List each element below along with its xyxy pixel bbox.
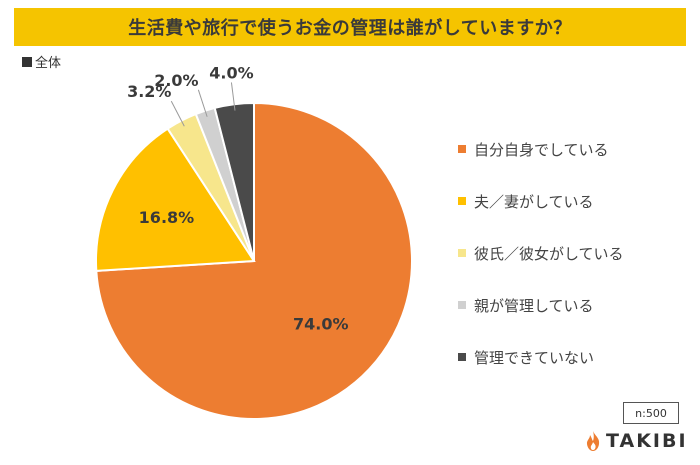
legend-swatch <box>458 301 466 309</box>
legend-swatch <box>458 197 466 205</box>
data-label: 4.0% <box>209 63 253 82</box>
chart-title: 生活費や旅行で使うお金の管理は誰がしていますか？ <box>128 18 572 39</box>
legend-label: 夫／妻がしている <box>474 192 594 211</box>
legend-label: 彼氏／彼女がしている <box>474 244 624 263</box>
data-label: 3.2% <box>127 82 171 101</box>
legend-swatch <box>458 249 466 257</box>
data-label: 16.8% <box>139 208 195 227</box>
subset-label-text: 全体 <box>35 56 62 71</box>
leader-line <box>230 82 236 111</box>
data-label: 2.0% <box>154 71 198 90</box>
takibi-logo: TAKIBI <box>584 430 688 452</box>
legend-item: 夫／妻がしている <box>458 190 624 212</box>
legend-swatch <box>458 145 466 153</box>
subset-label: 全体 <box>22 52 61 71</box>
legend-label: 親が管理している <box>474 296 594 315</box>
legend-label: 管理できていない <box>474 348 595 367</box>
chart-title-bar: 生活費や旅行で使うお金の管理は誰がしていますか？ <box>14 8 686 46</box>
sample-size-text: n:500 <box>635 406 667 420</box>
legend-item: 自分自身でしている <box>458 138 624 160</box>
legend-item: 彼氏／彼女がしている <box>458 242 624 264</box>
legend-item: 親が管理している <box>458 294 624 316</box>
leader-line <box>170 100 185 127</box>
legend: 自分自身でしている 夫／妻がしている 彼氏／彼女がしている 親が管理している 管… <box>458 138 624 398</box>
leader-line <box>197 89 208 117</box>
flame-icon <box>586 431 600 451</box>
pie-slice <box>95 127 256 272</box>
legend-swatch <box>458 353 466 361</box>
logo-text: TAKIBI <box>606 430 688 452</box>
sample-size-box: n:500 <box>623 402 679 424</box>
legend-label: 自分自身でしている <box>474 140 609 159</box>
square-icon <box>22 56 32 67</box>
data-label: 74.0% <box>293 315 349 334</box>
legend-item: 管理できていない <box>458 346 624 368</box>
